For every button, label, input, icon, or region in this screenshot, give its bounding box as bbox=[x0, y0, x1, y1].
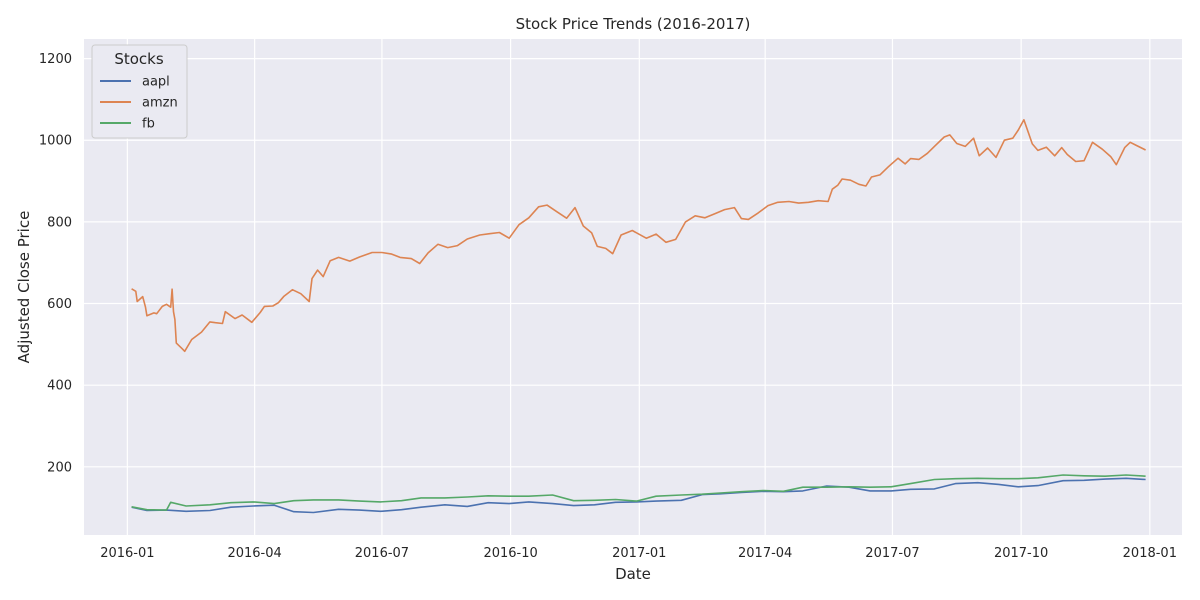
gridlines bbox=[84, 39, 1182, 535]
y-tick-label: 800 bbox=[47, 215, 72, 230]
y-tick-label: 600 bbox=[47, 297, 72, 312]
legend-label-aapl: aapl bbox=[142, 75, 170, 90]
x-tick-label: 2016-10 bbox=[483, 546, 537, 561]
legend-title: Stocks bbox=[114, 50, 164, 68]
x-tick-label: 2016-07 bbox=[355, 546, 409, 561]
chart-title: Stock Price Trends (2016-2017) bbox=[516, 15, 751, 33]
x-tick-label: 2017-10 bbox=[994, 546, 1048, 561]
legend: Stocks aapl amzn fb bbox=[91, 44, 188, 139]
x-axis-title: Date bbox=[615, 565, 651, 583]
x-tick-label: 2016-01 bbox=[100, 546, 154, 561]
y-axis-ticks: 200 400 600 800 1000 1200 bbox=[39, 52, 72, 475]
series-line-fb bbox=[131, 474, 1146, 511]
legend-label-fb: fb bbox=[142, 117, 155, 132]
x-tick-label: 2017-01 bbox=[612, 546, 666, 561]
legend-label-amzn: amzn bbox=[142, 96, 178, 111]
series-line-amzn bbox=[131, 119, 1146, 353]
x-tick-label: 2016-04 bbox=[227, 546, 281, 561]
y-axis-title: Adjusted Close Price bbox=[15, 211, 33, 364]
y-tick-label: 1000 bbox=[39, 134, 72, 149]
x-axis-ticks: 2016-01 2016-04 2016-07 2016-10 2017-01 2017-… bbox=[100, 546, 1177, 561]
x-tick-label: 2017-07 bbox=[865, 546, 919, 561]
y-tick-label: 400 bbox=[47, 379, 72, 394]
series-lines bbox=[131, 119, 1146, 514]
x-tick-label: 2017-04 bbox=[738, 546, 792, 561]
legend-box bbox=[91, 44, 188, 139]
y-tick-label: 1200 bbox=[39, 52, 72, 67]
plot-background bbox=[84, 39, 1182, 535]
legend-items: aapl amzn fb bbox=[100, 75, 178, 132]
x-tick-label: 2018-01 bbox=[1123, 546, 1177, 561]
y-tick-label: 200 bbox=[47, 460, 72, 475]
